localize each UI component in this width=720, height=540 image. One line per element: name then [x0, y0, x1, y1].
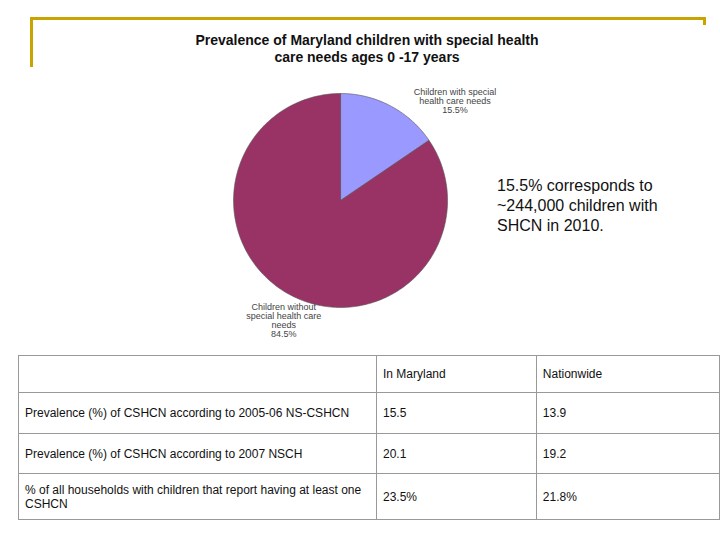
html-text:15.5: 15.5: [383, 406, 407, 420]
html-text:13.9: 13.9: [542, 406, 567, 420]
html-text:Prevalence (%) of CSHCN accord: Prevalence (%) of CSHCN according to 200…: [25, 446, 303, 461]
html-text:In Maryland: In Maryland: [383, 367, 446, 381]
html-text:15.5% corresponds to ~244,000: 15.5% corresponds to ~244,000 children w…: [497, 177, 658, 234]
html-text:% of all households with child: % of all households with children that r…: [25, 482, 362, 511]
html-text:Nationwide: Nationwide: [542, 367, 603, 381]
html-text:19.2: 19.2: [542, 446, 567, 461]
html-text:21.8%: 21.8%: [542, 489, 577, 504]
svg-text:Children withoutspecial health: Children withoutspecial health careneeds…: [246, 302, 321, 339]
html-text:20.1: 20.1: [383, 446, 407, 461]
html-text:23.5%: 23.5%: [383, 489, 417, 504]
svg-text:Children with specialhealth ca: Children with specialhealth care needs15…: [414, 87, 497, 115]
html-text:Prevalence of Maryland childre: Prevalence of Maryland children with spe…: [195, 32, 539, 65]
html-text:Prevalence (%) of CSHCN accord: Prevalence (%) of CSHCN according to 200…: [25, 406, 350, 420]
